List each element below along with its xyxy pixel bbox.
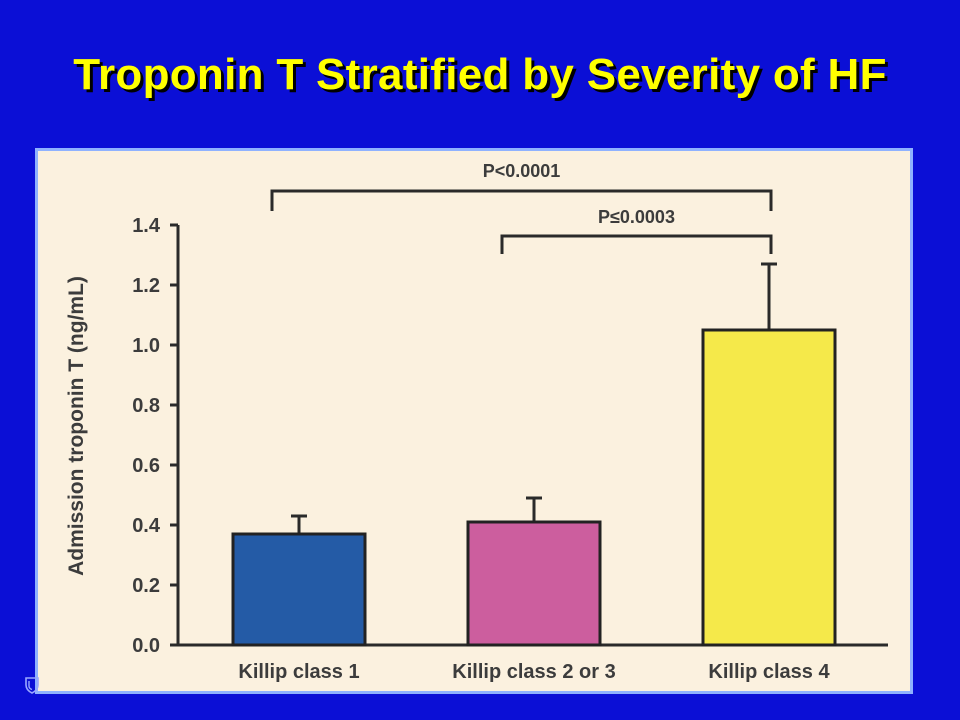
chart-panel: Admission troponin T (ng/mL) 0.0 0.2 0.4 0.… [35,148,913,694]
x-category-label: Killip class 4 [708,661,830,683]
y-tick-label: 0.8 [132,395,160,417]
bar [701,328,837,647]
y-tick-label: 1.2 [132,275,160,297]
significance-bracket [270,189,773,211]
y-tick-label: 1.0 [132,335,160,357]
x-category-label: Killip class 2 or 3 [452,661,615,683]
y-tick-label: 0.4 [132,515,161,537]
bar [231,532,367,647]
y-tick-label: 1.4 [132,215,161,237]
x-category-label: Killip class 1 [238,661,359,683]
y-tick-label: 0.6 [132,455,160,477]
bar-chart: Admission troponin T (ng/mL) 0.0 0.2 0.4 0.… [65,161,888,683]
y-tick-label: 0.2 [132,575,160,597]
significance-bracket [500,234,773,254]
y-axis-label: Admission troponin T (ng/mL) [65,276,88,576]
p-value-label: P≤0.0003 [598,207,675,227]
slide-title: Troponin T Stratified by Severity of HF [73,50,887,99]
bar [466,520,602,647]
p-value-label: P<0.0001 [483,161,561,181]
y-tick-label: 0.0 [132,635,160,657]
shield-icon [24,676,40,694]
